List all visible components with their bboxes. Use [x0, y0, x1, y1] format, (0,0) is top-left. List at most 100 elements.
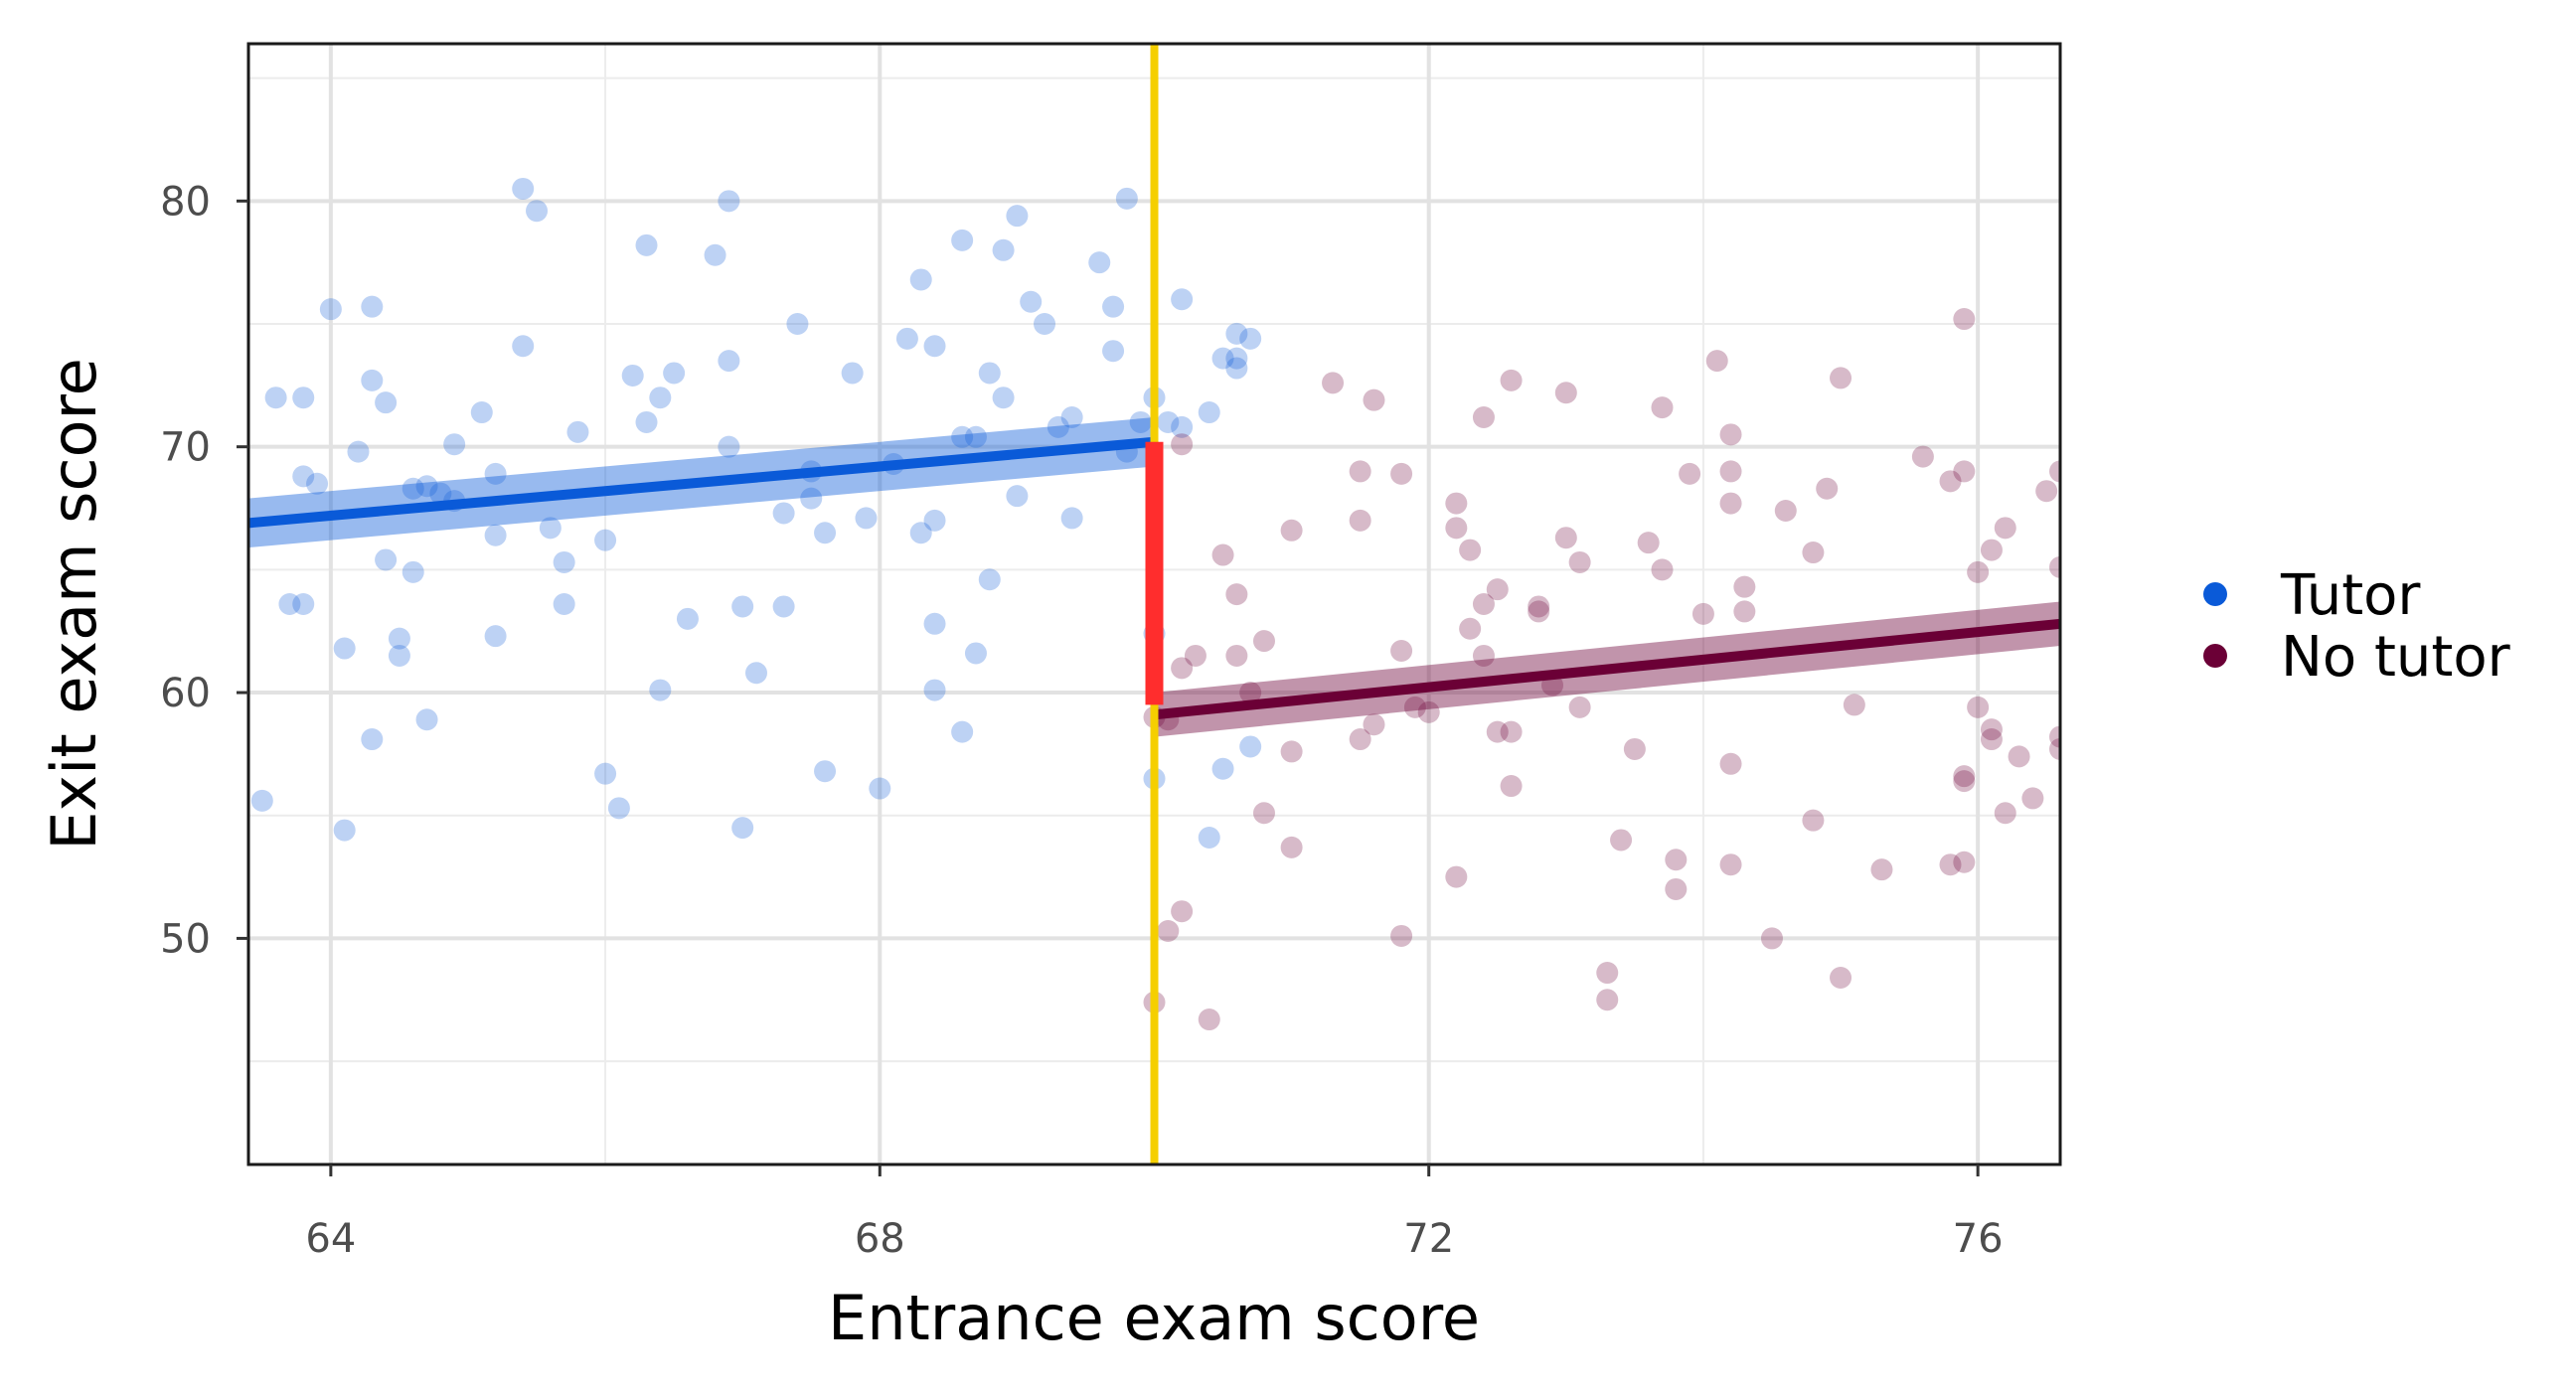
point-no-tutor — [1733, 600, 1756, 623]
point-no-tutor — [1651, 558, 1674, 581]
point-tutor — [841, 362, 864, 385]
x-tick-label: 68 — [855, 1216, 905, 1262]
point-tutor — [951, 425, 974, 448]
point-no-tutor — [1665, 849, 1688, 871]
point-no-tutor — [1980, 728, 2003, 751]
panel-border — [246, 42, 2062, 1166]
point-tutor — [539, 517, 562, 540]
y-tick-label: 60 — [160, 671, 211, 716]
point-tutor — [292, 387, 315, 409]
point-tutor — [1211, 347, 1234, 370]
point-no-tutor — [1211, 543, 1234, 566]
legend-label-no-tutor: No tutor — [2281, 625, 2511, 690]
point-tutor — [470, 401, 493, 424]
point-no-tutor — [1733, 575, 1756, 598]
point-tutor — [512, 335, 535, 358]
point-no-tutor — [1760, 927, 1783, 950]
y-tick-label: 80 — [160, 179, 211, 225]
point-no-tutor — [1252, 630, 1275, 653]
point-tutor — [443, 433, 466, 456]
point-no-tutor — [1349, 509, 1371, 532]
point-no-tutor — [1403, 696, 1426, 718]
point-no-tutor — [1623, 737, 1646, 760]
point-no-tutor — [1939, 470, 1962, 493]
point-no-tutor — [1967, 696, 1990, 718]
point-tutor — [292, 593, 315, 615]
point-no-tutor — [1500, 720, 1523, 743]
point-tutor — [923, 509, 946, 532]
point-no-tutor — [1691, 602, 1714, 625]
point-tutor — [718, 435, 740, 458]
point-tutor — [992, 387, 1015, 409]
point-tutor — [909, 522, 932, 544]
point-no-tutor — [1953, 851, 1976, 873]
point-no-tutor — [1568, 696, 1591, 718]
point-no-tutor — [1171, 657, 1194, 680]
point-tutor — [1198, 827, 1220, 849]
point-no-tutor — [1719, 752, 1742, 775]
point-tutor — [607, 797, 630, 820]
point-no-tutor — [1486, 578, 1509, 601]
point-no-tutor — [1459, 617, 1482, 640]
point-tutor — [772, 595, 795, 618]
point-tutor — [964, 425, 987, 448]
point-no-tutor — [1705, 350, 1728, 373]
point-tutor — [1225, 357, 1248, 380]
point-no-tutor — [1967, 560, 1990, 583]
legend-key-tutor — [2203, 582, 2227, 606]
point-tutor — [923, 612, 946, 635]
point-tutor — [992, 238, 1015, 261]
point-no-tutor — [2049, 555, 2060, 578]
point-tutor — [264, 387, 287, 409]
point-tutor — [923, 335, 946, 358]
point-tutor — [361, 369, 384, 391]
point-no-tutor — [1528, 595, 1550, 618]
point-no-tutor — [1816, 477, 1839, 500]
point-no-tutor — [1171, 433, 1194, 456]
point-no-tutor — [1719, 853, 1742, 876]
point-tutor — [1060, 406, 1083, 428]
point-no-tutor — [1596, 962, 1619, 985]
point-no-tutor — [1719, 423, 1742, 446]
point-no-tutor — [1445, 517, 1468, 540]
point-no-tutor — [1500, 775, 1523, 798]
point-tutor — [718, 350, 740, 373]
point-tutor — [1225, 322, 1248, 345]
point-no-tutor — [1472, 644, 1495, 667]
point-tutor — [978, 362, 1001, 385]
point-tutor — [909, 268, 932, 291]
point-tutor — [1129, 410, 1152, 433]
y-tick-label: 50 — [160, 916, 211, 962]
point-no-tutor — [1939, 853, 1962, 876]
point-no-tutor — [1980, 539, 2003, 561]
point-no-tutor — [1157, 920, 1180, 942]
point-no-tutor — [1554, 382, 1577, 404]
point-tutor — [1171, 415, 1194, 438]
point-tutor — [635, 233, 658, 256]
point-tutor — [402, 477, 424, 500]
point-tutor — [800, 487, 823, 510]
point-no-tutor — [1363, 713, 1385, 736]
point-no-tutor — [1568, 550, 1591, 573]
point-no-tutor — [2021, 787, 2044, 810]
point-tutor — [814, 522, 837, 544]
point-tutor — [1198, 401, 1220, 424]
point-tutor — [306, 472, 329, 495]
point-no-tutor — [1171, 900, 1194, 923]
point-tutor — [333, 637, 356, 660]
y-tick-labels: 50 60 70 80 — [160, 179, 211, 962]
point-tutor — [1225, 347, 1248, 370]
point-no-tutor — [1843, 694, 1865, 716]
point-tutor — [484, 462, 507, 485]
point-tutor — [772, 502, 795, 525]
point-tutor — [718, 190, 740, 213]
point-no-tutor — [1349, 460, 1371, 483]
legend-key-no-tutor — [2203, 644, 2227, 668]
point-tutor — [361, 728, 384, 751]
point-tutor — [415, 708, 438, 731]
point-no-tutor — [1953, 770, 1976, 793]
point-no-tutor — [1994, 517, 2016, 540]
point-tutor — [964, 642, 987, 665]
point-tutor — [704, 243, 726, 266]
